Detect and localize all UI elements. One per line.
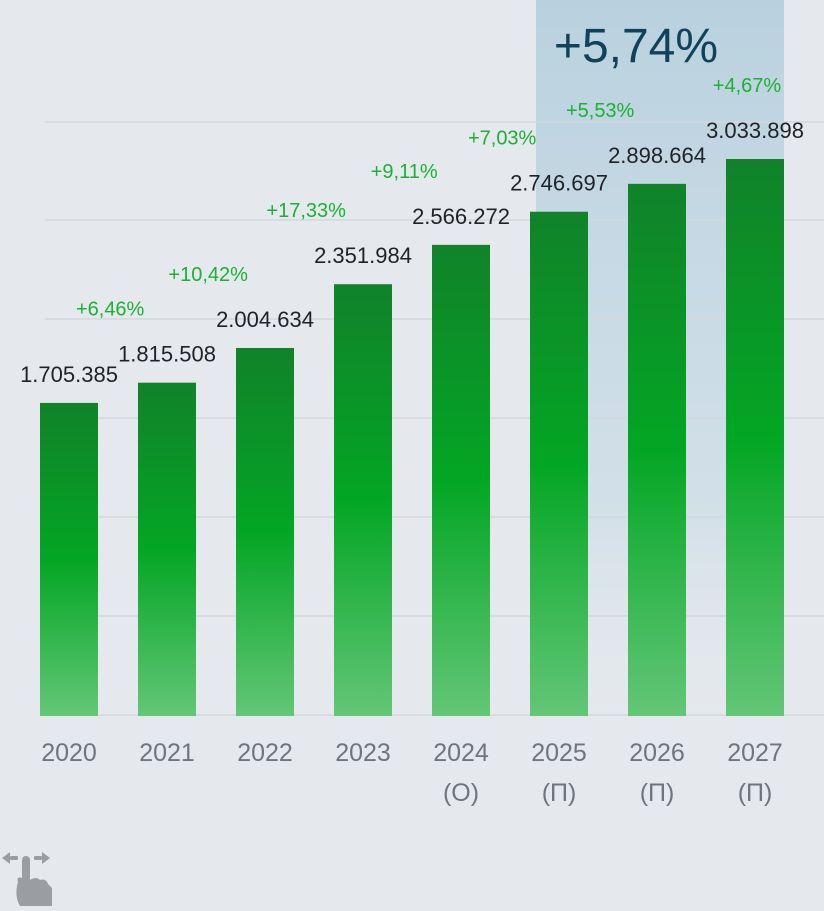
x-tick-label: (П) — [640, 779, 675, 807]
value-label: 2.351.984 — [314, 243, 412, 268]
x-tick-label: (П) — [738, 779, 773, 807]
x-tick-label: 2027 — [727, 739, 783, 767]
x-tick-label: 2024 — [433, 739, 489, 767]
x-tick-label: 2026 — [629, 739, 685, 767]
bar — [432, 244, 490, 716]
x-tick-label: (O) — [443, 779, 479, 807]
bar — [236, 347, 294, 716]
growth-label: +7,03% — [468, 128, 537, 150]
growth-label: +9,11% — [371, 161, 438, 183]
growth-label: +10,42% — [168, 264, 248, 286]
value-label: 2.004.634 — [216, 307, 314, 332]
value-label: 2.746.697 — [510, 171, 608, 196]
x-tick-label: 2025 — [531, 739, 587, 767]
value-label: 2.566.272 — [412, 204, 510, 229]
x-tick-label: 2020 — [41, 739, 97, 767]
value-label: 1.815.508 — [118, 342, 216, 367]
bar — [726, 159, 784, 716]
bar — [334, 284, 392, 716]
x-tick-label: 2023 — [335, 739, 391, 767]
bars — [40, 159, 784, 717]
value-label: 1.705.385 — [20, 362, 118, 387]
bar — [628, 183, 686, 717]
growth-label: +5,53% — [566, 100, 635, 122]
highlight-growth-label: +5,74% — [554, 20, 718, 73]
growth-label: +17,33% — [266, 200, 346, 222]
swipe-horizontal-icon — [0, 848, 60, 906]
bar — [40, 402, 98, 716]
x-tick-label: (П) — [542, 779, 577, 807]
growth-label: +6,46% — [76, 299, 145, 321]
labels: +5,74% 1.705.385 2020 1.815.508 2021 2.004.63… — [20, 20, 804, 807]
growth-label: +4,67% — [713, 75, 782, 97]
x-tick-label: 2021 — [139, 739, 195, 767]
value-label: 2.898.664 — [608, 143, 706, 168]
bar — [138, 382, 196, 716]
x-tick-label: 2022 — [237, 739, 293, 767]
bar — [530, 211, 588, 717]
value-label: 3.033.898 — [706, 118, 804, 143]
